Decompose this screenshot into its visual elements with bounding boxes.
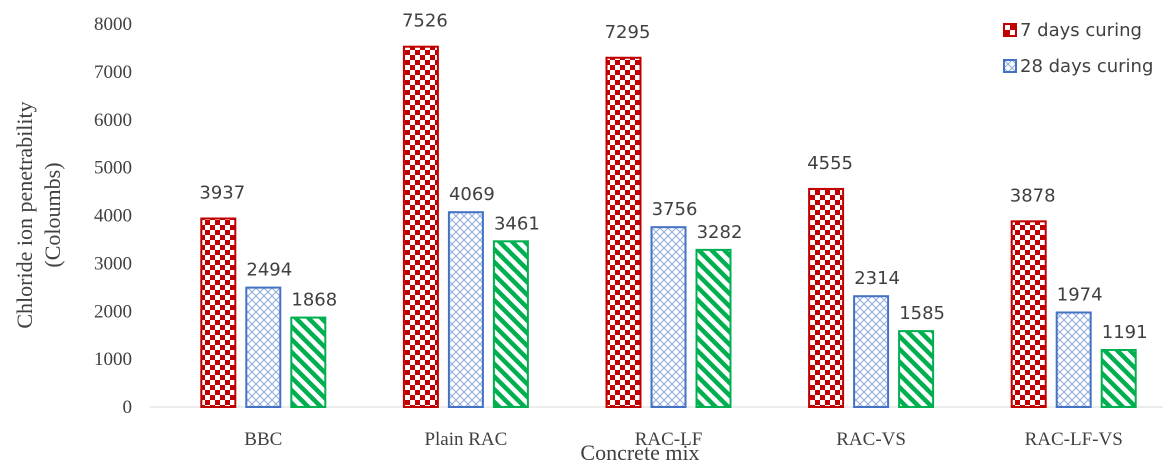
- data-label: 7295: [605, 22, 651, 43]
- x-category-label: RAC-LF-VS: [1025, 429, 1123, 450]
- bars-group: [200, 45, 1137, 409]
- legend: 7 days curing 28 days curing: [1003, 20, 1153, 77]
- y-tick-label: 0: [123, 397, 133, 418]
- y-tick-label: 6000: [94, 110, 132, 131]
- bar: [1055, 311, 1092, 408]
- data-label: 3756: [652, 199, 698, 220]
- x-axis-title: Concrete mix: [580, 440, 699, 463]
- legend-swatch: [1003, 23, 1017, 37]
- data-label: 2494: [246, 260, 292, 281]
- x-category-label: RAC-LF: [635, 429, 703, 450]
- data-label: 3937: [199, 183, 245, 204]
- x-category-label: BBC: [244, 429, 282, 450]
- bar: [898, 330, 935, 409]
- data-label: 3282: [697, 222, 743, 243]
- bar: [1100, 348, 1137, 408]
- data-label: 1585: [899, 303, 945, 324]
- data-label: 2314: [854, 268, 900, 289]
- bar: [402, 45, 439, 408]
- data-label: 1974: [1057, 284, 1103, 305]
- bar: [200, 217, 237, 408]
- y-axis-title: Chloride ion penetrability (Coloumbs): [12, 101, 65, 328]
- data-label: 1868: [291, 290, 337, 311]
- y-tick-label: 5000: [94, 158, 132, 179]
- x-category-label: Plain RAC: [424, 429, 507, 450]
- bar: [447, 211, 484, 408]
- legend-swatch: [1003, 59, 1017, 73]
- x-axis-categories: BBC Plain RAC RAC-LF RAC-VS RAC-LF-VS: [244, 429, 1123, 450]
- bar: [650, 226, 687, 408]
- y-tick-label: 3000: [94, 253, 132, 274]
- y-tick-label: 1000: [94, 349, 132, 370]
- x-category-label: RAC-VS: [836, 429, 906, 450]
- legend-label: 7 days curing: [1020, 20, 1142, 41]
- bar: [245, 286, 282, 409]
- legend-label: 28 days curing: [1020, 56, 1153, 77]
- y-tick-label: 2000: [94, 301, 132, 322]
- bar: [605, 56, 642, 409]
- y-axis-title-line2: (Coloumbs): [40, 162, 65, 267]
- data-label: 3461: [494, 213, 540, 234]
- y-tick-label: 8000: [94, 14, 132, 35]
- bar: [290, 316, 327, 408]
- y-axis-ticks: 0 1000 2000 3000 4000 5000 6000 7000 8000: [94, 14, 132, 418]
- y-tick-label: 7000: [94, 62, 132, 83]
- data-label: 1191: [1102, 322, 1148, 343]
- data-label: 4555: [807, 153, 853, 174]
- y-tick-label: 4000: [94, 206, 132, 227]
- bar: [808, 187, 845, 408]
- data-label: 3878: [1010, 185, 1056, 206]
- bar: [492, 240, 529, 408]
- bar: [853, 295, 890, 409]
- bar: [1010, 220, 1047, 408]
- y-axis-title-line1: Chloride ion penetrability: [12, 101, 37, 328]
- data-label: 7526: [402, 11, 448, 32]
- bar: [695, 248, 732, 408]
- data-label: 4069: [449, 184, 495, 205]
